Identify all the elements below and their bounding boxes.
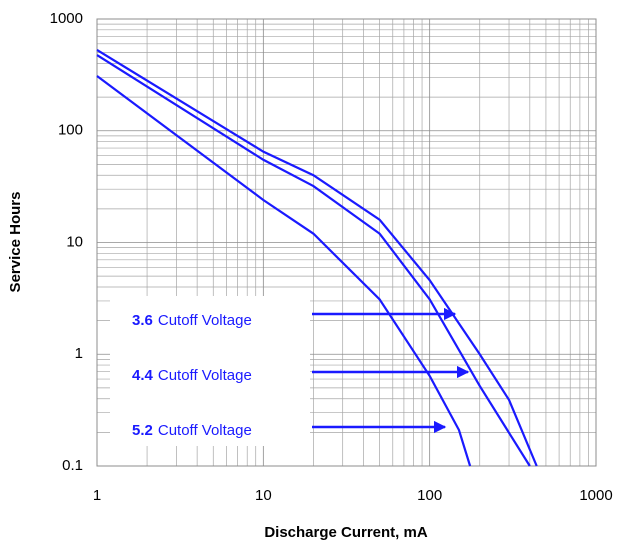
y-tick-label: 1 bbox=[75, 345, 83, 362]
x-axis-title: Discharge Current, mA bbox=[264, 524, 428, 541]
annotation-voltage: 3.6 bbox=[132, 312, 153, 329]
annotation-text: Cutoff Voltage bbox=[158, 422, 252, 439]
series-line bbox=[96, 49, 538, 467]
label-panel bbox=[110, 296, 310, 446]
annotation-voltage: 4.4 bbox=[132, 367, 154, 384]
annotation: 5.2 Cutoff Voltage bbox=[132, 422, 252, 439]
x-tick-label: 10 bbox=[255, 487, 272, 504]
plot-frame bbox=[96, 18, 597, 467]
series-line bbox=[96, 54, 531, 467]
annotation: 3.6 Cutoff Voltage bbox=[132, 312, 252, 329]
annotation-voltage: 5.2 bbox=[132, 422, 153, 439]
annotation: 4.4 Cutoff Voltage bbox=[132, 367, 252, 384]
y-tick-label: 10 bbox=[66, 233, 83, 250]
x-tick-label: 1 bbox=[93, 487, 101, 504]
y-tick-label: 100 bbox=[58, 122, 83, 139]
y-tick-label: 0.1 bbox=[62, 457, 83, 474]
x-tick-label: 100 bbox=[417, 487, 442, 504]
annotation-text: Cutoff Voltage bbox=[158, 312, 252, 329]
annotation-text: Cutoff Voltage bbox=[158, 367, 252, 384]
y-tick-label: 1000 bbox=[50, 10, 83, 27]
series-line bbox=[96, 75, 472, 467]
y-axis-title: Service Hours bbox=[7, 192, 24, 293]
x-tick-label: 1000 bbox=[579, 487, 612, 504]
